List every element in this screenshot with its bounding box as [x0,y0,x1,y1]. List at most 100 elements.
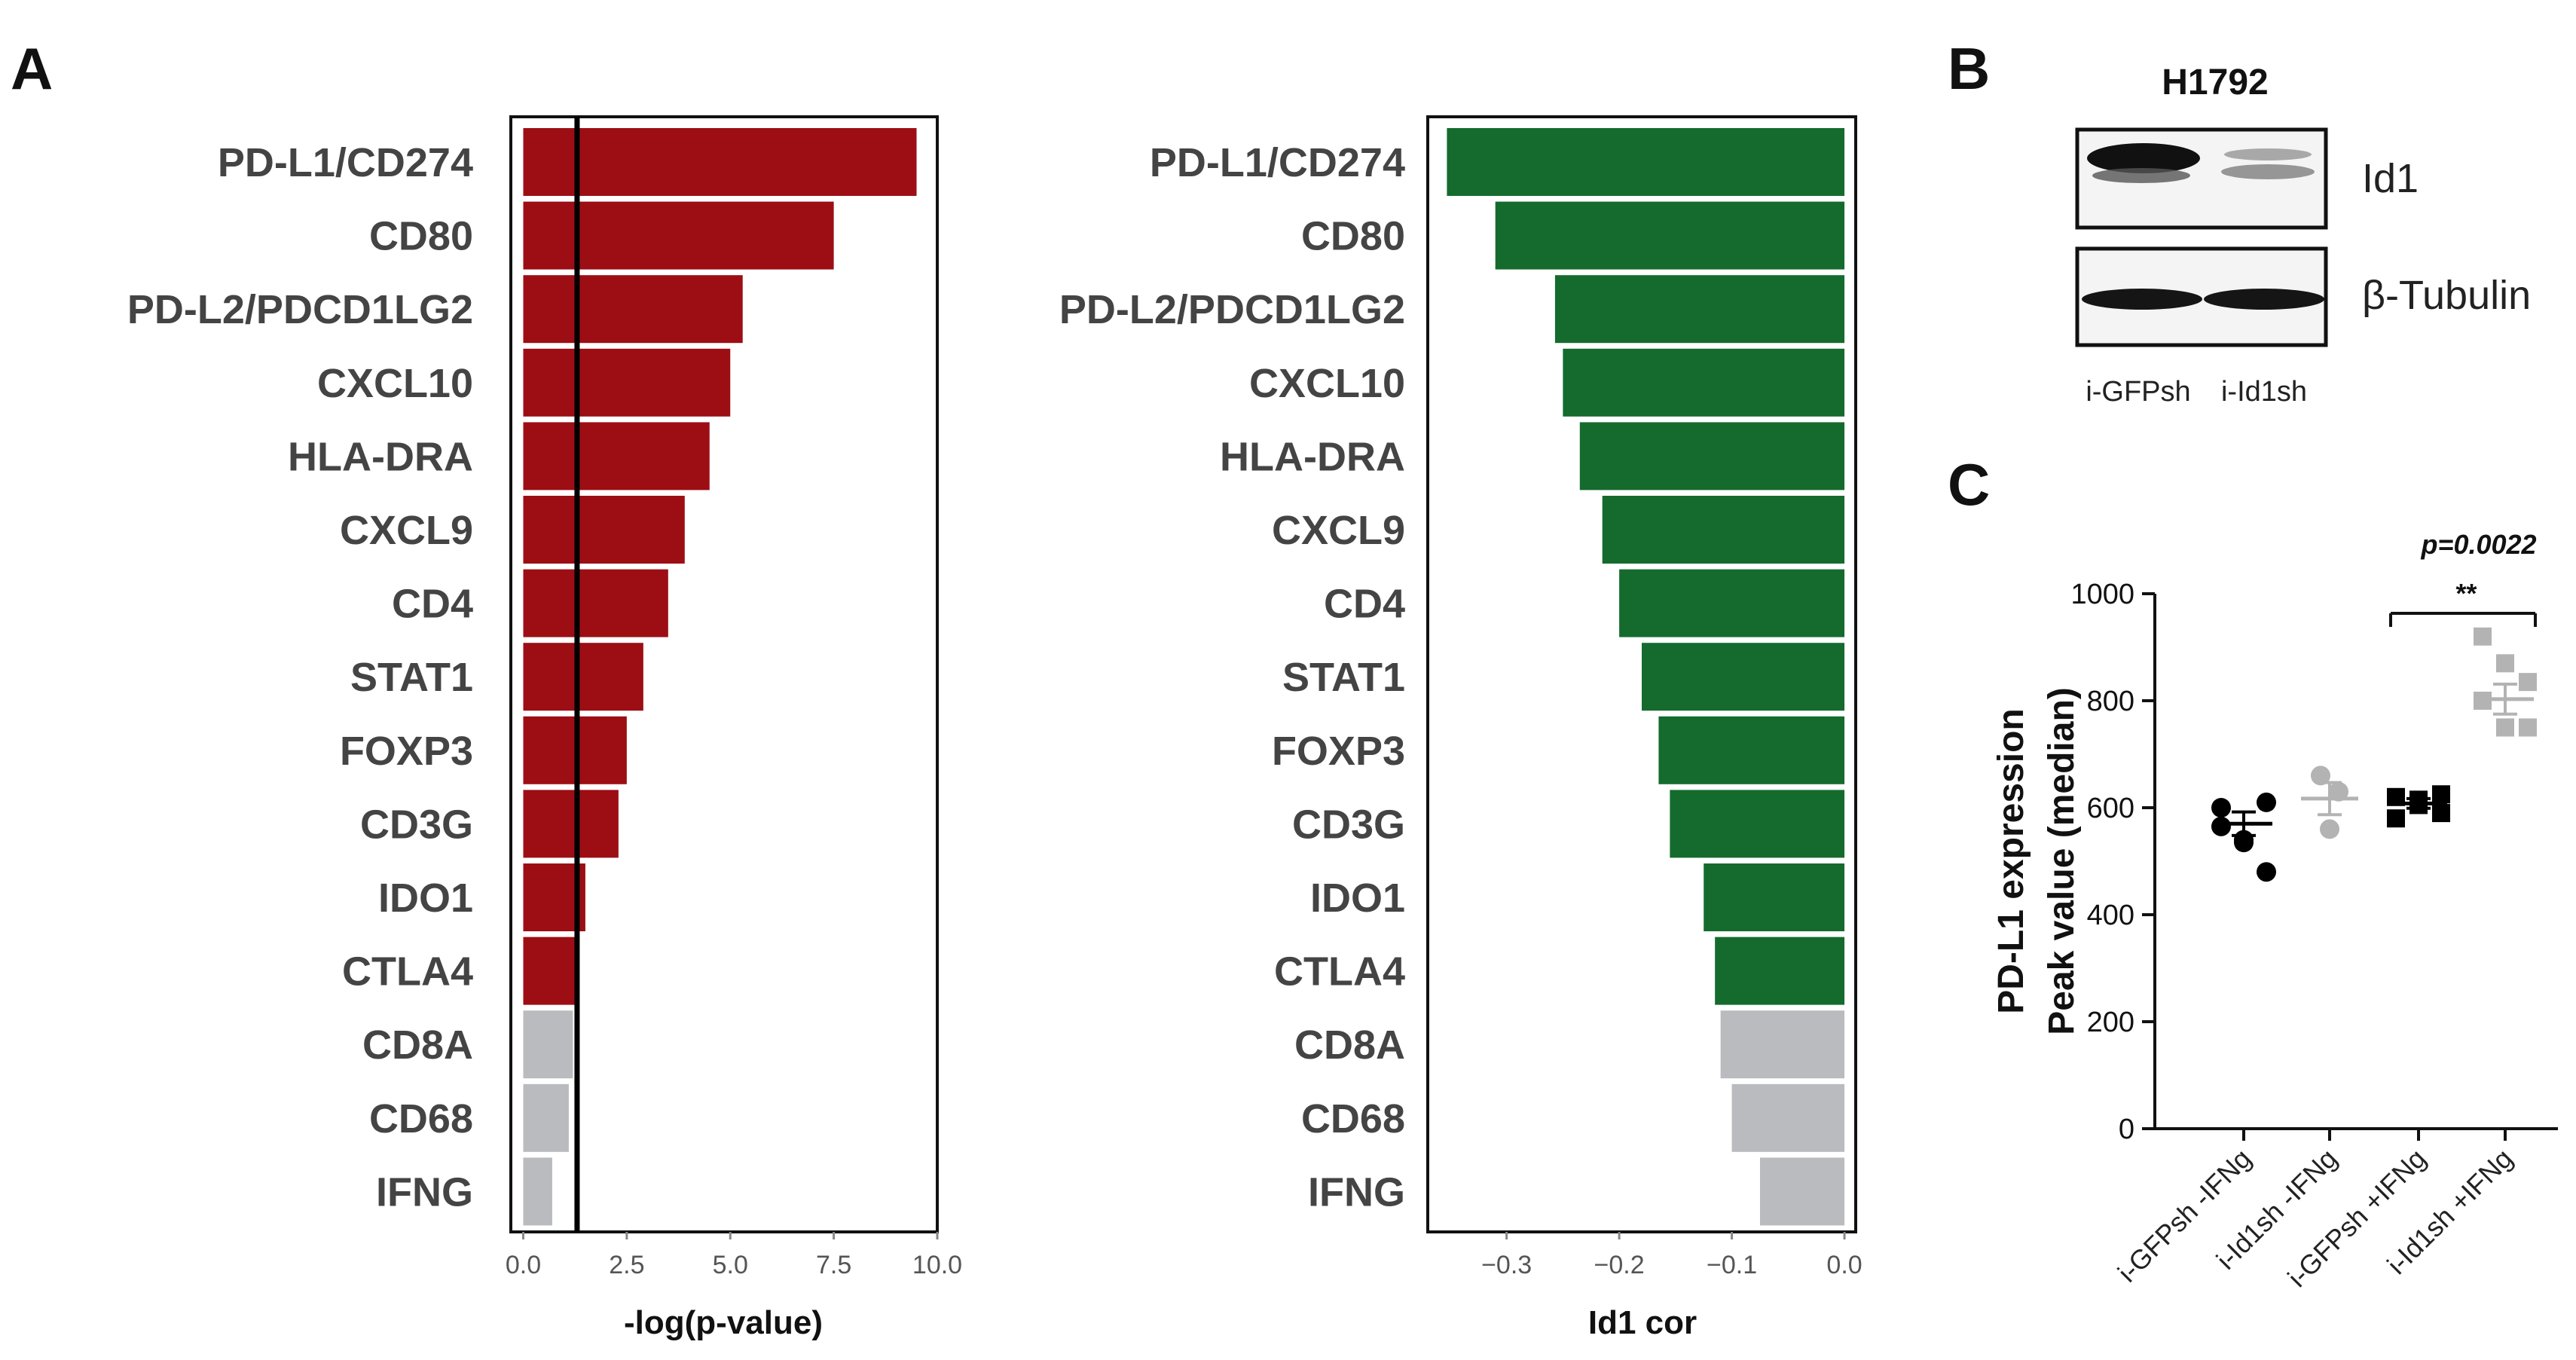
c-point-i-gfpsh-ifng [2257,792,2276,812]
pvalue-bar-hla-dra [523,422,710,491]
pvalue-gene-label-hla-dra: HLA-DRA [288,434,473,479]
pvalue-x-tick-label: 2.5 [609,1251,644,1279]
panel-c-letter: C [1948,451,1990,518]
correlation-bar-pd-l1-cd274 [1447,128,1845,196]
id1-band-id1sh-upper [2224,148,2312,160]
pvalue-gene-label-ctla4: CTLA4 [342,949,473,995]
c-point-i-id1sh-ifng [2496,654,2514,673]
id1-band-gfpsh [2087,143,2200,173]
correlation-gene-label-ctla4: CTLA4 [1274,949,1405,995]
pvalue-gene-label-foxp3: FOXP3 [340,729,473,774]
pvalue-bar-cd3g [523,790,619,858]
c-point-i-id1sh-ifng [2519,718,2537,737]
correlation-gene-label-cxcl10: CXCL10 [1249,361,1405,406]
pvalue-gene-label-cd8a: CD8A [362,1022,473,1068]
pvalue-bar-pd-l1-cd274 [523,128,917,196]
pvalue-x-tick-label: 0.0 [506,1251,541,1279]
correlation-gene-label-ifng: IFNG [1308,1169,1405,1215]
panel-b-letter: B [1948,35,1990,102]
c-point-i-id1sh-ifng [2474,627,2492,646]
c-y-tick-label: 800 [2087,686,2134,717]
correlation-gene-label-pd-l1-cd274: PD-L1/CD274 [1150,140,1405,185]
correlation-x-tick-label: 0.0 [1826,1251,1862,1279]
correlation-gene-label-cd68: CD68 [1301,1096,1405,1141]
pvalue-bar-chart: PD-L1/CD274 CD80 PD-L2/PDCD1LG2 CXCL10 HLA-D… [127,115,962,1341]
pvalue-x-tick-label: 10.0 [912,1251,962,1279]
pvalue-plot-frame [509,115,939,1233]
id1-band-gfpsh-tail [2092,168,2190,183]
pvalue-gene-label-cxcl10: CXCL10 [317,361,473,406]
c-point-i-id1sh-ifng [2329,781,2348,802]
pvalue-gene-label-cd80: CD80 [369,214,473,259]
pvalue-gene-label-cd3g: CD3G [360,802,473,847]
blot-cell-line-title: H1792 [2162,63,2268,102]
pvalue-bar-cd80 [523,201,834,270]
c-y-tick-label: 600 [2087,793,2134,824]
pvalue-bar-cd8a [523,1010,573,1079]
c-point-i-gfpsh-ifng [2387,809,2405,828]
c-point-i-gfpsh-ifng [2234,833,2254,853]
correlation-gene-label-cd4: CD4 [1324,582,1405,627]
id1-correlation-bar-chart: PD-L1/CD274 CD80 PD-L2/PDCD1LG2 CXCL10 HLA-D… [1059,115,1862,1341]
c-y-axis-label-line2: Peak value (median) [2042,687,2082,1035]
lane-label-id1sh: i-Id1sh [2221,376,2307,408]
c-y-tick-label: 0 [2119,1114,2134,1145]
pvalue-bar-cd4 [523,569,668,637]
correlation-gene-label-stat1: STAT1 [1282,655,1405,700]
tubulin-band-gfpsh [2082,289,2202,310]
c-y-axis-label-line1: PD-L1 expression [1991,708,2031,1013]
tubulin-band-id1sh [2204,289,2324,310]
pvalue-x-axis-label: -log(p-value) [624,1304,823,1341]
correlation-plot-frame [1426,115,1857,1233]
c-y-tick-label: 400 [2087,900,2134,931]
correlation-bar-ifng [1759,1157,1845,1226]
correlation-gene-label-pd-l2-pdcd1lg2: PD-L2/PDCD1LG2 [1059,287,1405,332]
correlation-bar-cd4 [1619,569,1845,637]
pvalue-gene-label-ido1: IDO1 [378,876,473,921]
correlation-bar-foxp3 [1658,716,1845,784]
pvalue-gene-label-cd68: CD68 [369,1096,473,1141]
pvalue-bar-cd68 [523,1083,569,1152]
correlation-gene-label-cxcl9: CXCL9 [1272,508,1405,553]
correlation-bar-cxcl9 [1602,496,1845,564]
id1-band-label: Id1 [2362,156,2419,201]
pvalue-bar-ctla4 [523,937,577,1005]
correlation-gene-label-foxp3: FOXP3 [1272,729,1405,774]
correlation-bar-ido1 [1704,863,1845,931]
c-y-tick-label: 1000 [2070,579,2134,610]
pvalue-x-tick-label: 5.0 [713,1251,748,1279]
correlation-bar-cd68 [1731,1083,1845,1152]
correlation-gene-label-hla-dra: HLA-DRA [1220,434,1405,479]
pvalue-gene-label-cd4: CD4 [392,582,473,627]
pvalue-gene-label-pd-l2-pdcd1lg2: PD-L2/PDCD1LG2 [127,287,473,332]
correlation-x-tick-label: −0.3 [1481,1251,1532,1279]
c-point-i-id1sh-ifng [2496,718,2514,737]
correlation-bar-ctla4 [1715,937,1845,1005]
c-point-i-gfpsh-ifng [2211,798,2231,818]
correlation-bar-cd8a [1720,1010,1845,1079]
pvalue-gene-label-ifng: IFNG [376,1169,473,1215]
id1-band-id1sh-lower [2221,164,2315,179]
panel-a-letter: A [11,35,53,102]
significance-stars: ** [2455,578,2477,609]
c-point-i-gfpsh-ifng [2432,785,2450,804]
correlation-gene-label-cd3g: CD3G [1292,802,1405,847]
p-value-annotation: p=0.0022 [2420,529,2536,560]
pvalue-bar-ifng [523,1157,552,1226]
c-point-i-id1sh-ifng [2320,819,2339,839]
lane-label-gfpsh: i-GFPsh [2086,376,2190,408]
c-point-i-gfpsh-ifng [2211,816,2231,836]
correlation-bar-cd80 [1495,201,1845,270]
correlation-x-axis-label: Id1 cor [1588,1304,1697,1341]
correlation-gene-label-cd8a: CD8A [1294,1022,1405,1068]
pvalue-bar-stat1 [523,643,643,711]
western-blot: H1792 Id1 β-Tubulin i-GFPsh i-Id1sh [2075,63,2531,408]
tubulin-band-label: β-Tubulin [2362,273,2531,318]
pvalue-bar-cxcl10 [523,348,731,417]
correlation-gene-label-ido1: IDO1 [1310,876,1405,921]
correlation-bar-cxcl10 [1563,348,1845,417]
pvalue-bar-pd-l2-pdcd1lg2 [523,275,743,344]
pvalue-gene-label-stat1: STAT1 [350,655,473,700]
c-point-i-id1sh-ifng [2311,766,2330,786]
